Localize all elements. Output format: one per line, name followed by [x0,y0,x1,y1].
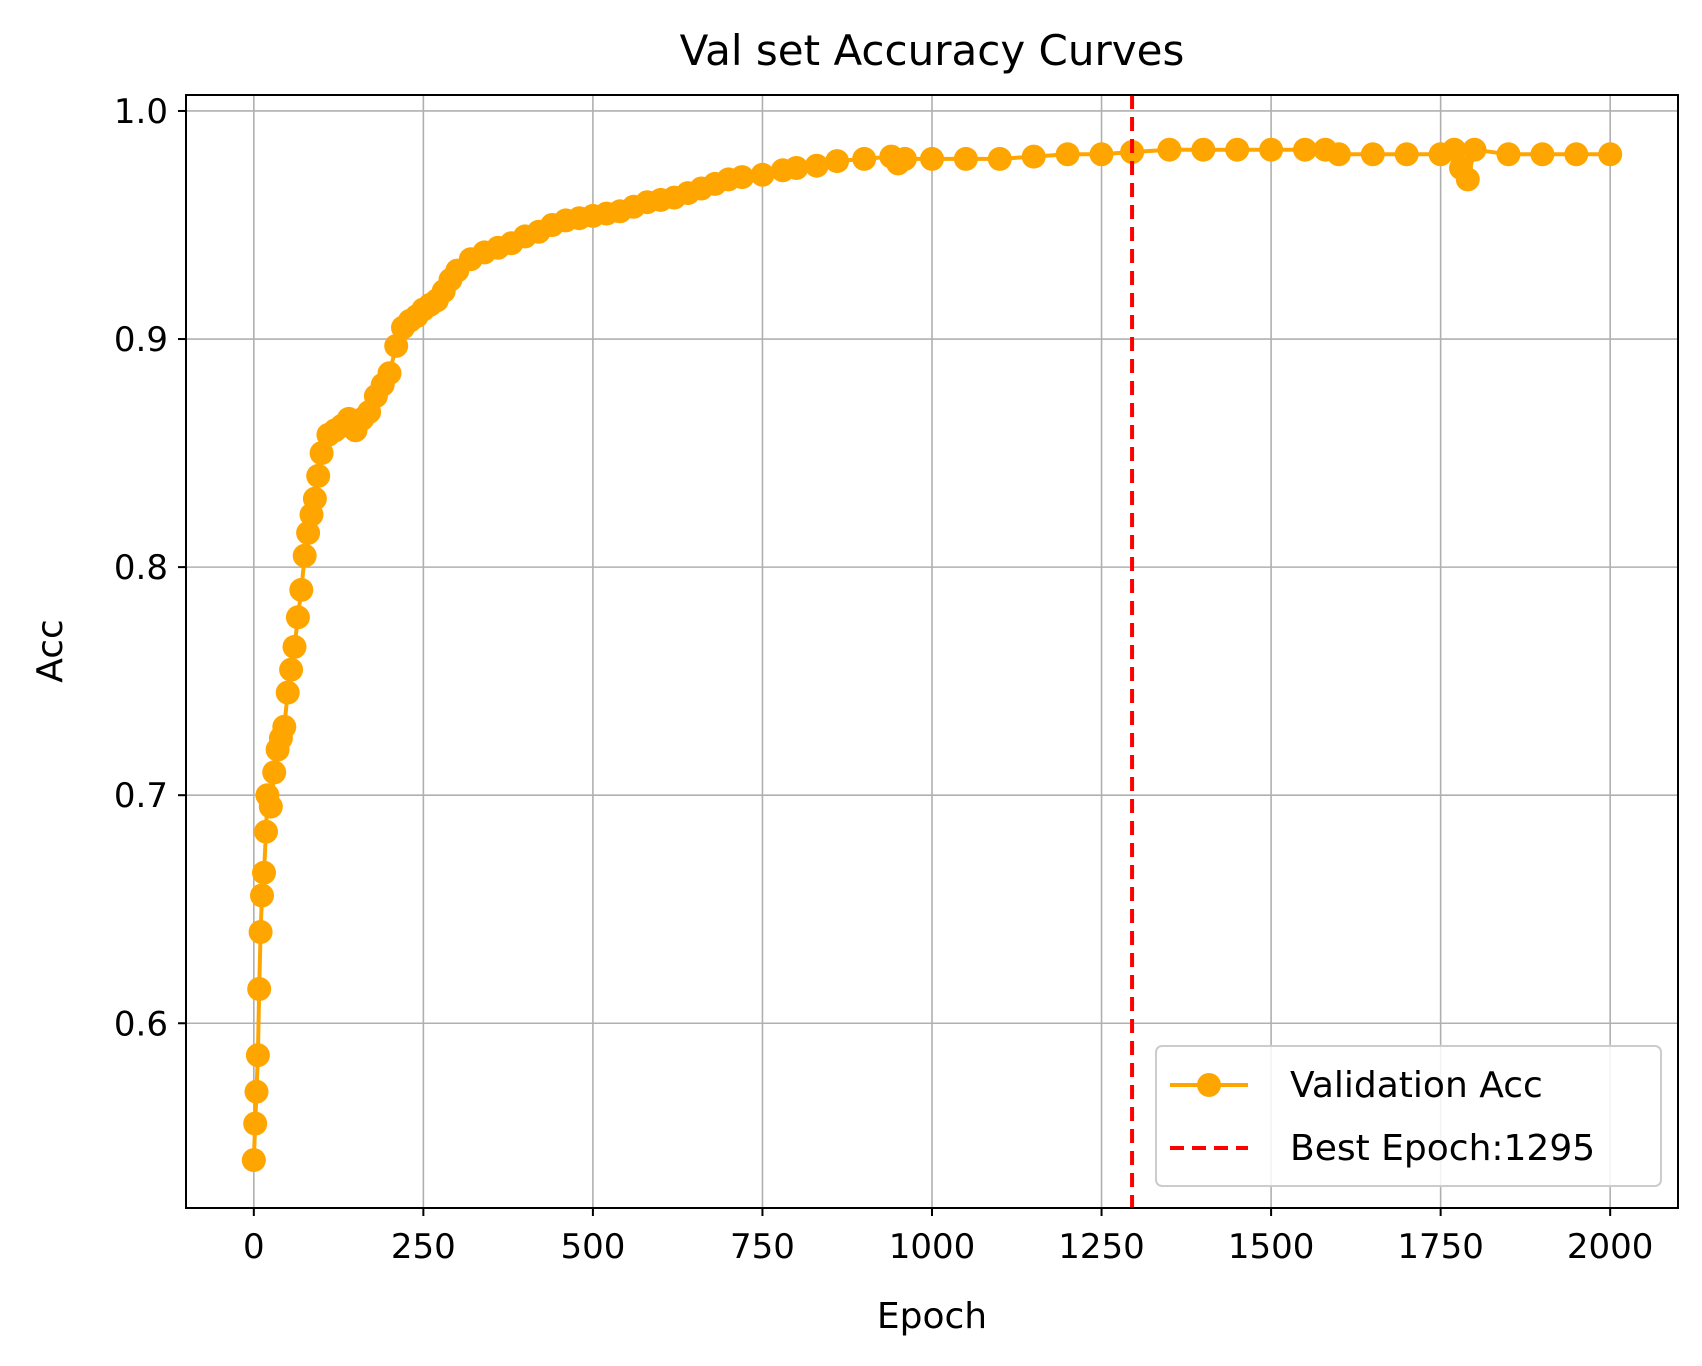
validation-acc-point [1326,142,1351,167]
validation-acc-point [282,634,307,659]
x-tick-label: 1250 [1058,1227,1145,1267]
validation-acc-point [243,1111,268,1136]
validation-acc-point [289,577,314,602]
validation-acc-point [285,605,310,630]
validation-acc-point [892,146,917,171]
validation-acc-point [1225,137,1250,162]
validation-acc-point [309,441,334,466]
x-axis-label: Epoch [877,1296,987,1337]
validation-acc-point [1530,142,1555,167]
validation-acc-point [1259,137,1284,162]
legend-validation-label: Validation Acc [1290,1065,1543,1106]
validation-acc-point [1564,142,1589,167]
validation-acc-point [1394,142,1419,167]
validation-acc-point [1360,142,1385,167]
validation-acc-point [953,146,978,171]
legend-best-epoch-label: Best Epoch:1295 [1290,1128,1595,1169]
validation-acc-point [730,165,755,190]
y-tick-label: 0.8 [114,548,168,588]
y-tick-label: 0.6 [114,1004,168,1044]
validation-acc-point [1496,142,1521,167]
validation-acc-point [252,860,276,885]
validation-acc-point [248,920,273,944]
validation-acc-point [1293,137,1317,162]
validation-acc-point [1055,142,1080,167]
x-tick-label: 1750 [1397,1227,1484,1267]
validation-acc-point [254,819,278,844]
validation-acc-point [306,463,331,488]
legend-validation-marker [1197,1073,1221,1097]
validation-acc-point [302,486,327,511]
validation-acc-point [920,146,944,171]
y-tick-label: 1.0 [114,92,168,132]
chart-title: Val set Accuracy Curves [680,26,1185,75]
validation-acc-point [1442,137,1467,162]
x-tick-label: 250 [391,1227,456,1267]
y-tick-label: 0.7 [114,776,168,816]
validation-acc-point [750,162,775,187]
validation-acc-point [279,657,304,682]
y-axis-label: Acc [30,619,71,683]
validation-acc-point [245,1043,270,1068]
validation-acc-point [784,156,809,180]
validation-acc-point [1157,137,1182,162]
x-tick-label: 2000 [1567,1227,1654,1267]
validation-acc-point [250,883,274,908]
validation-acc-point [377,361,402,386]
validation-acc-point [1021,144,1046,169]
validation-acc-point [262,760,287,785]
validation-acc-point [384,333,409,358]
validation-acc-point [1089,142,1114,167]
validation-acc-point [275,680,300,705]
legend: Validation Acc Best Epoch:1295 [1155,1045,1662,1187]
x-tick-label: 500 [560,1227,625,1267]
x-tick-label: 0 [243,1227,265,1267]
tick-layer: 0 250 500 750 1000 1250 1500 1750 2000 0.6 0.7 0.8 0… [114,92,1654,1267]
y-tick-label: 0.9 [114,320,168,360]
validation-acc-point [852,146,877,171]
grid-layer [186,95,1678,1208]
validation-acc-point [1191,137,1216,162]
validation-acc-point [1455,167,1480,192]
x-tick-label: 1000 [889,1227,976,1267]
validation-acc-point [272,714,297,739]
plot-layer [241,137,1623,1173]
validation-acc-point [804,153,829,178]
validation-acc-point [247,977,272,1001]
validation-acc-point [825,149,850,174]
validation-acc-point [1462,137,1487,162]
legend-box [1155,1045,1662,1187]
validation-acc-point [292,543,317,568]
validation-acc-point [241,1148,266,1173]
x-tick-label: 1500 [1228,1227,1315,1267]
validation-acc-point [258,794,283,819]
x-tick-label: 750 [730,1227,795,1267]
validation-acc-point [244,1079,269,1104]
validation-acc-point [987,146,1012,171]
validation-acc-point [296,520,321,545]
validation-acc-point [1598,142,1623,167]
